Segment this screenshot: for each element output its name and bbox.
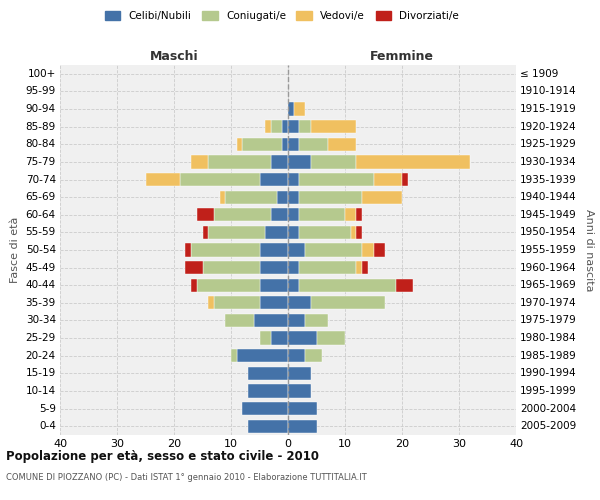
Bar	[356, 156, 470, 168]
Bar	[260, 244, 288, 256]
Bar	[373, 244, 385, 256]
Bar	[311, 156, 356, 168]
Bar	[203, 261, 260, 274]
Bar	[288, 190, 299, 204]
Bar	[191, 244, 260, 256]
Bar	[283, 120, 288, 134]
Bar	[317, 332, 345, 344]
Bar	[328, 138, 356, 151]
Bar	[248, 366, 288, 380]
Bar	[373, 173, 402, 186]
Bar	[271, 332, 288, 344]
Bar	[260, 296, 288, 310]
Bar	[197, 278, 260, 292]
Bar	[248, 420, 288, 433]
Bar	[208, 156, 271, 168]
Bar	[197, 208, 214, 222]
Bar	[288, 102, 294, 116]
Bar	[288, 244, 305, 256]
Bar	[214, 296, 260, 310]
Legend: Celibi/Nubili, Coniugati/e, Vedovi/e, Divorziati/e: Celibi/Nubili, Coniugati/e, Vedovi/e, Di…	[101, 8, 463, 24]
Bar	[288, 226, 299, 239]
Bar	[299, 120, 311, 134]
Bar	[288, 332, 317, 344]
Bar	[356, 261, 362, 274]
Bar	[305, 244, 362, 256]
Bar	[248, 384, 288, 398]
Bar	[254, 314, 288, 327]
Bar	[226, 314, 254, 327]
Bar	[288, 156, 311, 168]
Bar	[288, 138, 299, 151]
Bar	[288, 173, 299, 186]
Bar	[191, 278, 197, 292]
Bar	[288, 296, 311, 310]
Bar	[350, 226, 356, 239]
Bar	[299, 226, 350, 239]
Bar	[356, 208, 362, 222]
Bar	[402, 173, 408, 186]
Bar	[305, 349, 322, 362]
Bar	[362, 244, 373, 256]
Bar	[311, 296, 385, 310]
Bar	[288, 366, 311, 380]
Bar	[345, 208, 356, 222]
Bar	[283, 138, 288, 151]
Bar	[288, 349, 305, 362]
Text: Maschi: Maschi	[149, 50, 199, 63]
Text: Femmine: Femmine	[370, 50, 434, 63]
Bar	[397, 278, 413, 292]
Bar	[242, 402, 288, 415]
Bar	[362, 190, 402, 204]
Bar	[271, 208, 288, 222]
Bar	[265, 120, 271, 134]
Bar	[208, 296, 214, 310]
Y-axis label: Anni di nascita: Anni di nascita	[584, 209, 593, 291]
Bar	[288, 402, 317, 415]
Bar	[356, 226, 362, 239]
Bar	[220, 190, 226, 204]
Bar	[242, 138, 283, 151]
Bar	[180, 173, 260, 186]
Bar	[299, 173, 373, 186]
Bar	[299, 138, 328, 151]
Bar	[203, 226, 208, 239]
Bar	[299, 208, 345, 222]
Bar	[260, 173, 288, 186]
Bar	[191, 156, 208, 168]
Bar	[214, 208, 271, 222]
Bar	[299, 278, 396, 292]
Bar	[260, 261, 288, 274]
Bar	[260, 332, 271, 344]
Bar	[362, 261, 368, 274]
Bar	[288, 384, 311, 398]
Bar	[288, 261, 299, 274]
Bar	[185, 261, 203, 274]
Bar	[237, 138, 242, 151]
Text: COMUNE DI PIOZZANO (PC) - Dati ISTAT 1° gennaio 2010 - Elaborazione TUTTITALIA.I: COMUNE DI PIOZZANO (PC) - Dati ISTAT 1° …	[6, 472, 367, 482]
Bar	[288, 278, 299, 292]
Bar	[271, 156, 288, 168]
Bar	[226, 190, 277, 204]
Bar	[288, 420, 317, 433]
Bar	[288, 120, 299, 134]
Bar	[146, 173, 180, 186]
Bar	[265, 226, 288, 239]
Bar	[288, 314, 305, 327]
Bar	[208, 226, 265, 239]
Bar	[288, 208, 299, 222]
Bar	[299, 261, 356, 274]
Bar	[236, 349, 288, 362]
Bar	[305, 314, 328, 327]
Text: Popolazione per età, sesso e stato civile - 2010: Popolazione per età, sesso e stato civil…	[6, 450, 319, 463]
Bar	[260, 278, 288, 292]
Bar	[311, 120, 356, 134]
Bar	[299, 190, 362, 204]
Bar	[231, 349, 236, 362]
Bar	[294, 102, 305, 116]
Bar	[277, 190, 288, 204]
Bar	[185, 244, 191, 256]
Y-axis label: Fasce di età: Fasce di età	[10, 217, 20, 283]
Bar	[271, 120, 283, 134]
